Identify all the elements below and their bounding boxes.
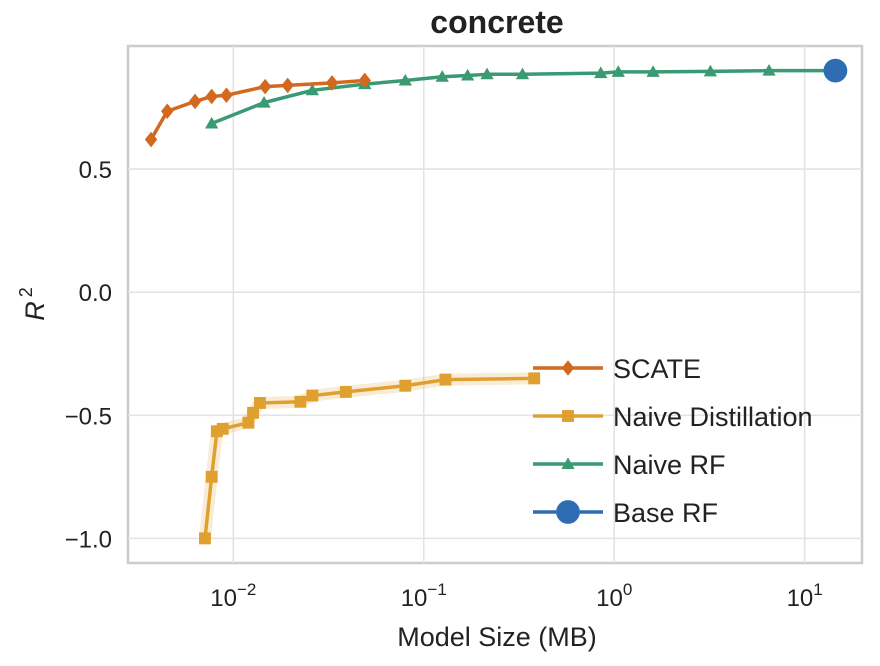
data-point-naive-distillation xyxy=(242,416,255,429)
data-point-naive-distillation xyxy=(216,422,229,435)
data-point-scate xyxy=(358,72,371,89)
data-point-naive-rf xyxy=(205,116,219,129)
legend-label: Naive Distillation xyxy=(613,402,813,432)
data-point-naive-distillation xyxy=(253,397,266,409)
data-point-naive-rf xyxy=(611,65,625,77)
data-point-scate xyxy=(325,75,339,91)
x-tick-exponent: −1 xyxy=(427,580,446,599)
data-point-scate xyxy=(205,88,218,105)
data-point-naive-rf xyxy=(398,73,412,86)
x-tick-base: 10 xyxy=(401,585,428,612)
y-axis-title-superscript: 2 xyxy=(16,287,36,297)
x-tick-exponent: 0 xyxy=(623,580,632,599)
series-layer xyxy=(144,58,848,545)
legend-marker xyxy=(561,457,575,469)
data-point-scate xyxy=(188,93,202,110)
y-tick-label: 0.5 xyxy=(79,157,112,184)
series-scate xyxy=(144,72,371,148)
legend-label: Naive RF xyxy=(613,450,726,480)
x-tick-base: 10 xyxy=(596,585,623,612)
legend-item-scate: SCATE xyxy=(533,354,701,384)
y-axis-title-group: R2 xyxy=(16,287,50,321)
grid-layer xyxy=(128,46,862,563)
data-point-naive-rf xyxy=(480,67,494,80)
data-point-naive-rf xyxy=(646,65,660,77)
data-point-naive-distillation xyxy=(306,389,319,402)
data-point-naive-rf xyxy=(515,67,530,80)
legend-item-naive-distillation: Naive Distillation xyxy=(533,402,813,432)
data-point-scate xyxy=(161,103,174,120)
legend-label: SCATE xyxy=(613,354,701,384)
legend-item-naive-rf: Naive RF xyxy=(533,450,726,480)
data-point-base-rf xyxy=(823,58,848,83)
legend: SCATE Naive Distillation Naive RF Base RF xyxy=(533,354,813,528)
y-tick-label: 0.0 xyxy=(79,280,112,307)
data-point-naive-rf xyxy=(435,70,449,82)
x-tick-label: 101 xyxy=(787,580,823,612)
data-point-naive-rf xyxy=(594,66,608,79)
y-axis-title: R2 xyxy=(16,287,50,321)
chart-title: concrete xyxy=(430,4,563,40)
data-point-naive-rf xyxy=(305,83,319,96)
x-tick-label: 10−2 xyxy=(210,580,256,612)
legend-marker xyxy=(561,360,575,376)
y-tick-label: −0.5 xyxy=(65,403,112,430)
data-point-naive-distillation xyxy=(528,372,541,385)
data-point-naive-distillation xyxy=(294,395,307,408)
x-tick-exponent: 1 xyxy=(813,580,822,599)
y-tick-label: −1.0 xyxy=(65,526,112,553)
data-point-scate xyxy=(220,87,233,104)
legend-marker xyxy=(562,410,574,422)
data-point-naive-distillation xyxy=(205,470,218,483)
data-point-naive-rf xyxy=(257,95,271,108)
data-point-scate xyxy=(144,131,158,148)
data-point-naive-distillation xyxy=(199,532,211,545)
data-point-naive-distillation xyxy=(439,373,452,386)
y-axis-title-base: R xyxy=(20,301,50,321)
x-tick-label: 10−1 xyxy=(401,580,447,612)
series-naive-distillation xyxy=(198,372,541,545)
series-naive-rf xyxy=(205,63,845,129)
legend-marker xyxy=(556,500,580,524)
data-point-scate xyxy=(281,77,294,94)
x-tick-base: 10 xyxy=(210,585,237,612)
plot-frame xyxy=(126,44,864,565)
x-tick-exponent: −2 xyxy=(237,580,256,599)
data-point-naive-distillation xyxy=(399,379,412,392)
series-base-rf xyxy=(823,58,848,83)
legend-label: Base RF xyxy=(613,498,718,528)
legend-item-base-rf: Base RF xyxy=(533,498,718,528)
x-tick-label: 100 xyxy=(596,580,632,612)
data-point-naive-distillation xyxy=(247,406,260,419)
data-point-naive-rf xyxy=(762,63,776,76)
data-point-scate xyxy=(258,78,272,95)
data-point-naive-rf xyxy=(703,64,718,77)
x-tick-base: 10 xyxy=(787,585,814,612)
data-point-naive-distillation xyxy=(339,385,352,398)
data-point-naive-rf xyxy=(460,68,475,81)
x-axis-title: Model Size (MB) xyxy=(397,622,597,652)
